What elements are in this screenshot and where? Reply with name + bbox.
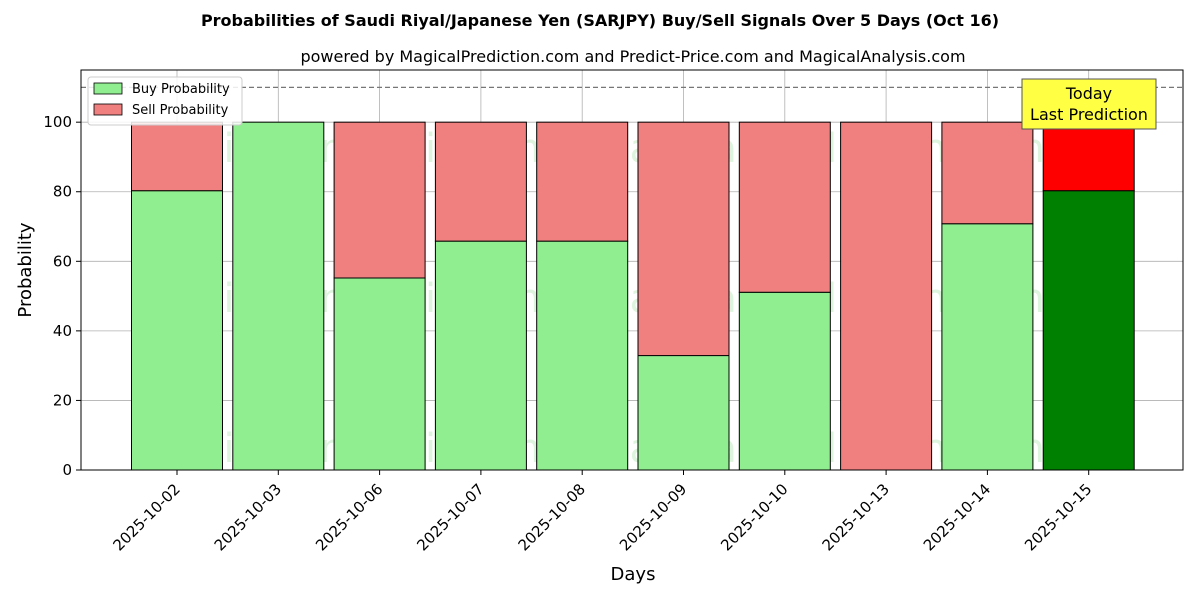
y-tick-label: 40	[53, 322, 72, 340]
y-axis-label: Probability	[15, 222, 36, 317]
sell-bar	[840, 121, 933, 471]
annotation-line1: Today	[1065, 84, 1112, 103]
sell-bar	[637, 121, 730, 357]
legend-label-buy: Buy Probability	[132, 82, 230, 97]
sell-bar	[333, 121, 426, 279]
buy-bar	[232, 121, 325, 471]
legend-swatch-sell	[93, 103, 123, 116]
y-tick-label: 20	[53, 391, 72, 409]
x-tick-label: 2025-10-15	[1021, 480, 1095, 554]
x-tick-label: 2025-10-02	[109, 480, 183, 554]
x-tick-label: 2025-10-13	[819, 480, 893, 554]
y-tick-label: 60	[53, 252, 72, 270]
x-tick-label: 2025-10-07	[413, 480, 487, 554]
y-axis-ticks: 0 20 40 60 80 100	[43, 113, 81, 479]
buy-bar	[434, 240, 527, 471]
chart-title: Probabilities of Saudi Riyal/Japanese Ye…	[201, 11, 999, 30]
x-tick-label: 2025-10-10	[717, 480, 791, 554]
sell-bar	[536, 121, 629, 242]
y-tick-label: 100	[43, 113, 72, 131]
sell-bar	[131, 121, 223, 192]
buy-bar	[131, 190, 223, 471]
bars	[131, 121, 1135, 471]
y-tick-label: 0	[62, 461, 72, 479]
x-axis-label: Days	[611, 564, 656, 585]
x-tick-label: 2025-10-09	[616, 480, 690, 554]
x-axis-ticks: 2025-10-02 2025-10-03 2025-10-06 2025-10-07…	[109, 470, 1096, 554]
buy-bar	[941, 223, 1034, 471]
legend: Buy Probability Sell Probability	[87, 76, 243, 126]
x-tick-label: 2025-10-08	[515, 480, 589, 554]
buy-bar	[738, 291, 831, 471]
chart-subtitle: powered by MagicalPrediction.com and Pre…	[300, 47, 965, 66]
sell-bar	[738, 121, 831, 293]
buy-bar	[1042, 190, 1135, 471]
buy-bar	[637, 355, 730, 471]
buy-bar	[333, 277, 426, 471]
y-tick-label: 80	[53, 183, 72, 201]
x-tick-label: 2025-10-06	[312, 480, 386, 554]
today-annotation: Today Last Prediction	[1021, 78, 1157, 130]
sell-bar	[941, 121, 1034, 225]
sell-bar	[1042, 121, 1135, 192]
annotation-box	[1021, 78, 1157, 130]
legend-label-sell: Sell Probability	[132, 103, 229, 118]
x-tick-label: 2025-10-14	[920, 480, 994, 554]
legend-box	[87, 76, 243, 126]
sell-bar	[434, 121, 527, 242]
x-tick-label: 2025-10-03	[211, 480, 285, 554]
annotation-line2: Last Prediction	[1030, 105, 1148, 124]
plot-frame	[80, 69, 1184, 471]
legend-swatch-buy	[93, 82, 123, 95]
buy-bar	[536, 240, 629, 471]
